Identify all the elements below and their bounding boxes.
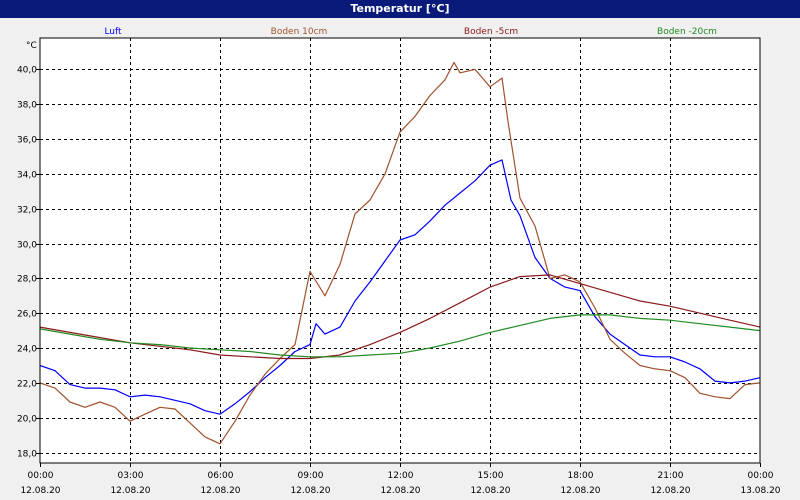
x-tick-time-label: 21:00 [658, 471, 684, 481]
y-axis-unit: °C [26, 41, 37, 51]
legend-entry: Boden 10cm [271, 27, 328, 37]
legend: Luft Boden 10cm Boden -5cm Boden -20cm [104, 27, 717, 37]
x-tick-time-label: 06:00 [208, 471, 234, 481]
y-tick-label: 36,0 [17, 136, 37, 146]
y-tick-label: 22,0 [17, 380, 37, 390]
y-axis: 18,0 20,0 22,0 24,0 26,0 28,0 30,0 32,0 34,0 36,0… [17, 66, 40, 460]
x-tick-time-label: 18:00 [568, 471, 594, 481]
y-tick-label: 20,0 [17, 415, 37, 425]
x-tick-time-label: 09:00 [298, 471, 324, 481]
y-tick-label: 24,0 [17, 345, 37, 355]
x-tick-date-label: 12.08.20 [20, 486, 60, 496]
x-tick-date-label: 12.08.20 [470, 486, 510, 496]
x-tick-time-label: 12:00 [388, 471, 414, 481]
series-line-2 [39, 274, 761, 360]
chart-title: Temperatur [°C] [0, 0, 800, 18]
series-line-3 [39, 314, 761, 358]
y-tick-label: 34,0 [17, 171, 37, 181]
legend-entry: Boden -5cm [464, 27, 518, 37]
legend-entry: Boden -20cm [657, 27, 717, 37]
x-tick-date-label: 12.08.20 [110, 486, 150, 496]
grid [40, 38, 760, 463]
x-tick-time-label: 03:00 [118, 471, 144, 481]
x-tick-time-label: 00:00 [28, 471, 54, 481]
y-tick-label: 28,0 [17, 275, 37, 285]
series-lines [39, 61, 761, 445]
x-tick-time-label: 15:00 [478, 471, 504, 481]
x-tick-date-label: 12.08.20 [650, 486, 690, 496]
y-tick-label: 26,0 [17, 310, 37, 320]
x-tick-date-label: 12.08.20 [380, 486, 420, 496]
x-tick-date-label: 13.08.20 [740, 486, 780, 496]
x-tick-time-label: 00:00 [748, 471, 774, 481]
y-tick-label: 38,0 [17, 101, 37, 111]
x-tick-date-label: 12.08.20 [290, 486, 330, 496]
y-tick-label: 30,0 [17, 241, 37, 251]
x-tick-date-label: 12.08.20 [560, 486, 600, 496]
x-axis: 00:00 12.08.20 03:00 12.08.20 06:00 12.08.20 0… [20, 463, 781, 496]
series-line-1 [39, 61, 761, 445]
x-tick-date-label: 12.08.20 [200, 486, 240, 496]
y-tick-label: 32,0 [17, 206, 37, 216]
y-tick-label: 40,0 [17, 66, 37, 76]
legend-entry: Luft [104, 27, 122, 37]
y-tick-label: 18,0 [17, 450, 37, 460]
series-line-0 [39, 159, 761, 415]
